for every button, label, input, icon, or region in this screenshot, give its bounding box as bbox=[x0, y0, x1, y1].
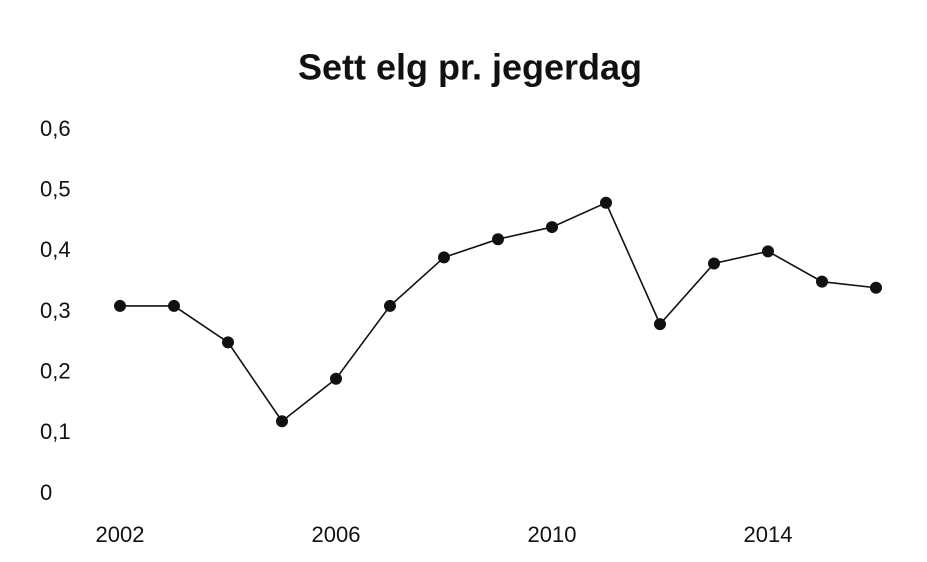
y-tick-label: 0 bbox=[40, 480, 52, 505]
marker bbox=[762, 245, 774, 258]
marker bbox=[384, 299, 396, 312]
chart-title: Sett elg pr. jegerdag bbox=[298, 47, 642, 88]
marker bbox=[276, 415, 288, 428]
marker bbox=[870, 281, 882, 294]
y-tick-label: 0,5 bbox=[40, 176, 71, 201]
marker bbox=[816, 275, 828, 288]
y-tick-label: 0,1 bbox=[40, 419, 71, 444]
y-tick-label: 0,2 bbox=[40, 358, 71, 383]
marker bbox=[546, 221, 558, 234]
x-tick-label: 2014 bbox=[744, 522, 793, 547]
marker bbox=[654, 318, 666, 331]
x-tick-label: 2006 bbox=[312, 522, 361, 547]
x-tick-label: 2010 bbox=[528, 522, 577, 547]
marker bbox=[708, 257, 720, 270]
marker bbox=[222, 336, 234, 349]
marker bbox=[114, 299, 126, 312]
marker bbox=[168, 299, 180, 312]
marker bbox=[330, 372, 342, 385]
x-tick-label: 2002 bbox=[96, 522, 145, 547]
marker bbox=[438, 251, 450, 264]
marker bbox=[492, 233, 504, 246]
y-tick-label: 0,4 bbox=[40, 237, 71, 262]
y-tick-label: 0,3 bbox=[40, 298, 71, 323]
marker bbox=[600, 196, 612, 209]
y-tick-label: 0,6 bbox=[40, 116, 71, 141]
